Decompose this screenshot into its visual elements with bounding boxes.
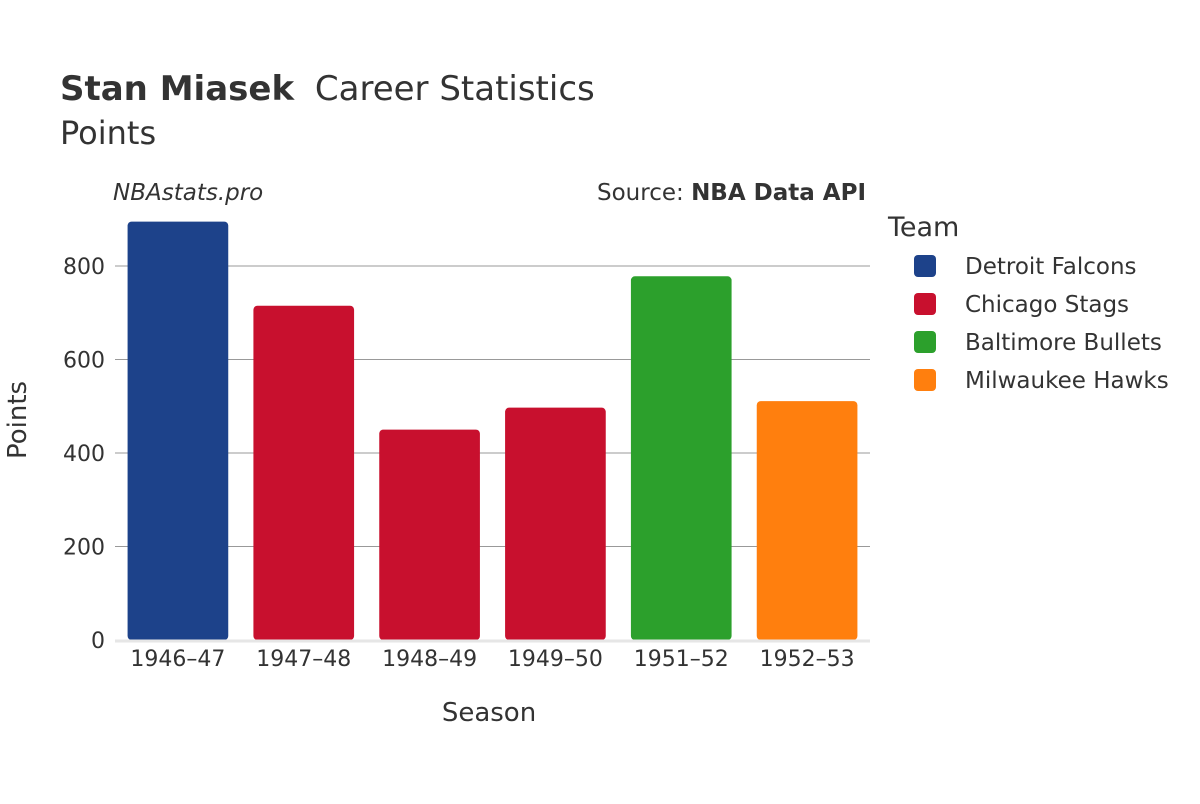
bar[interactable] [253, 305, 355, 640]
y-tick-labels: 0 200 400 600 800 [63, 255, 105, 654]
legend-item[interactable]: Milwaukee Hawks [914, 368, 1169, 394]
bar[interactable] [505, 407, 606, 640]
watermark-text: NBAstats.pro [113, 180, 263, 206]
y-axis-title: Points [3, 381, 33, 459]
bar[interactable] [379, 429, 480, 640]
y-tick-label: 800 [63, 255, 105, 280]
source-name: NBA Data API [691, 180, 866, 206]
x-tick-label: 1947–48 [256, 647, 351, 672]
legend-label: Baltimore Bullets [965, 330, 1162, 356]
legend-item[interactable]: Baltimore Bullets [914, 330, 1162, 356]
legend-swatch [914, 331, 936, 353]
x-tick-label: 1948–49 [382, 647, 477, 672]
grid-lines [115, 265, 870, 547]
bar[interactable] [756, 401, 858, 640]
chart-subtitle: Points [60, 114, 156, 152]
source-prefix: Source: [597, 180, 691, 206]
bars [127, 221, 858, 640]
chart-title-suffix: Career Statistics [315, 69, 595, 109]
y-tick-label: 400 [63, 442, 105, 467]
x-tick-label: 1949–50 [508, 647, 603, 672]
legend-title: Team [887, 212, 959, 243]
x-tick-label: 1952–53 [760, 647, 855, 672]
y-tick-label: 200 [63, 536, 105, 561]
chart-title: Stan Miasek Career Statistics [60, 69, 595, 109]
y-tick-label: 0 [91, 629, 105, 654]
legend-label: Detroit Falcons [965, 254, 1137, 280]
bar[interactable] [630, 276, 732, 640]
x-tick-labels: 1946–47 1947–48 1948–49 1949–50 1951–52 1952–… [130, 647, 854, 672]
legend-swatch [914, 255, 936, 277]
legend-swatch [914, 369, 936, 391]
bar[interactable] [127, 221, 229, 640]
x-tick-label: 1946–47 [130, 647, 225, 672]
legend-item[interactable]: Detroit Falcons [914, 254, 1137, 280]
x-axis-title: Season [442, 698, 536, 728]
chart-title-player: Stan Miasek [60, 69, 295, 109]
source-text: Source: NBA Data API [597, 180, 866, 206]
legend: Team Detroit Falcons Chicago Stags Baltimo… [887, 212, 1169, 394]
y-tick-label: 600 [63, 349, 105, 374]
legend-swatch [914, 293, 936, 315]
legend-label: Chicago Stags [965, 292, 1129, 318]
x-tick-label: 1951–52 [634, 647, 729, 672]
legend-item[interactable]: Chicago Stags [914, 292, 1129, 318]
legend-label: Milwaukee Hawks [965, 368, 1169, 394]
